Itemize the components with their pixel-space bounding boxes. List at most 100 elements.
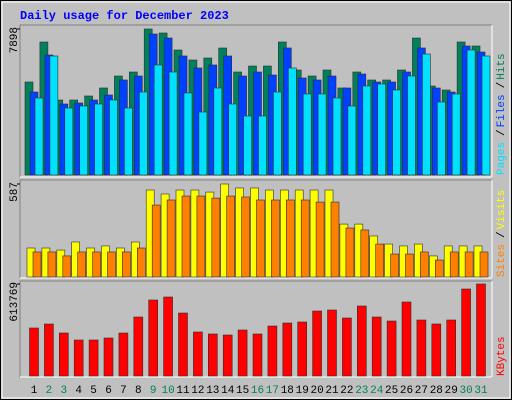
x-tick-label: 9 xyxy=(150,385,157,397)
x-tick-label: 1 xyxy=(31,385,38,397)
legend-entry: KBytes xyxy=(496,336,508,376)
bar xyxy=(449,251,459,278)
x-tick-label: 29 xyxy=(445,385,458,397)
bar xyxy=(49,55,59,176)
bar xyxy=(139,91,148,176)
x-tick-label: 11 xyxy=(176,385,190,397)
legend-entry: Visits xyxy=(496,190,508,230)
bar xyxy=(62,255,72,278)
chart-title: Daily usage for December 2023 xyxy=(20,9,229,23)
bar xyxy=(118,332,129,377)
x-tick-label: 17 xyxy=(266,385,279,397)
x-tick-label: 2 xyxy=(46,385,53,397)
bar xyxy=(327,309,337,377)
bar xyxy=(451,93,461,176)
x-tick-label: 28 xyxy=(430,385,443,397)
bar xyxy=(446,319,457,377)
x-tick-label: 26 xyxy=(400,385,413,397)
x-tick-label: 27 xyxy=(415,385,428,397)
bar xyxy=(330,201,340,278)
bar xyxy=(271,199,280,278)
bar xyxy=(258,115,267,176)
legend-entry: Sites xyxy=(496,244,508,277)
bar xyxy=(137,247,146,278)
bar xyxy=(181,195,191,278)
x-tick-label: 6 xyxy=(105,385,112,397)
legend-entry: Pages xyxy=(496,142,508,175)
bar xyxy=(256,199,265,278)
y-tick-label: 7898 xyxy=(9,27,21,53)
x-tick-label: 5 xyxy=(90,385,97,397)
bar xyxy=(436,101,446,176)
bar xyxy=(356,305,367,377)
bar xyxy=(163,296,173,377)
bar xyxy=(300,199,310,278)
bar xyxy=(466,49,476,176)
bar xyxy=(243,115,252,176)
bar xyxy=(479,251,489,278)
bar xyxy=(166,199,176,278)
bar xyxy=(77,251,86,278)
bar xyxy=(302,93,312,176)
x-tick-label: 30 xyxy=(459,385,472,397)
bar xyxy=(124,107,133,176)
bar xyxy=(431,323,442,377)
bar xyxy=(79,105,88,176)
bar xyxy=(133,316,144,377)
x-tick-label: 13 xyxy=(206,385,219,397)
bar xyxy=(103,337,114,377)
y-tick-label: 613769 xyxy=(9,282,21,322)
bar xyxy=(34,97,44,176)
bar xyxy=(148,299,158,377)
bar xyxy=(198,111,208,176)
x-tick-label: 20 xyxy=(310,385,323,397)
x-tick-label: 23 xyxy=(355,385,368,397)
bar xyxy=(64,107,74,176)
bar xyxy=(360,229,370,278)
bar xyxy=(178,312,188,377)
bar xyxy=(476,283,486,377)
legend-separator: / xyxy=(496,129,508,136)
legend-separator: / xyxy=(496,82,508,89)
bar xyxy=(208,333,218,377)
bar xyxy=(252,333,263,377)
bar xyxy=(481,55,491,176)
bar xyxy=(267,325,278,377)
bar xyxy=(196,195,206,278)
bar xyxy=(226,195,235,278)
bar xyxy=(434,259,444,278)
bar xyxy=(416,319,427,377)
x-tick-label: 4 xyxy=(75,385,82,397)
bar xyxy=(32,251,42,278)
bar xyxy=(88,339,99,377)
bar xyxy=(401,301,412,377)
bar xyxy=(342,317,352,377)
bar xyxy=(44,323,54,377)
x-tick-label: 16 xyxy=(251,385,264,397)
bar xyxy=(213,87,223,176)
x-tick-label: 3 xyxy=(60,385,67,397)
bar xyxy=(297,321,308,377)
bar xyxy=(362,85,372,176)
bar xyxy=(347,105,357,176)
bar xyxy=(390,253,399,278)
legend-separator: / xyxy=(496,231,508,238)
bar xyxy=(377,83,387,176)
bar xyxy=(312,310,322,377)
bar xyxy=(407,75,416,176)
x-tick-label: 7 xyxy=(120,385,127,397)
legend-entry: Files xyxy=(496,94,508,127)
bar xyxy=(241,196,250,278)
bar xyxy=(228,103,237,176)
bar xyxy=(420,251,429,278)
x-tick-label: 24 xyxy=(370,385,384,397)
bar xyxy=(273,91,282,176)
bar xyxy=(109,99,118,176)
bar xyxy=(317,93,327,176)
bar xyxy=(58,332,69,377)
x-tick-label: 31 xyxy=(474,385,488,397)
bar xyxy=(94,103,103,176)
bar xyxy=(386,320,397,377)
